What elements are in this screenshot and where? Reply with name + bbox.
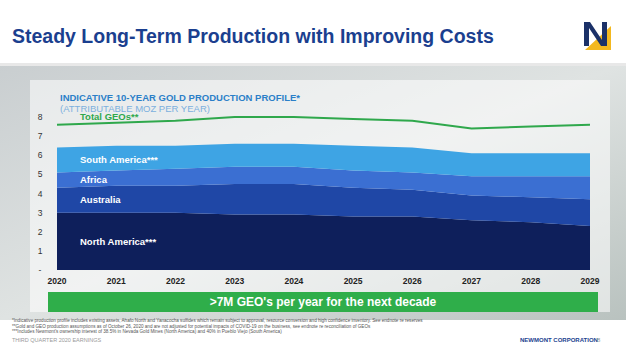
series-label: Africa bbox=[80, 174, 108, 185]
series-label: North America*** bbox=[80, 236, 157, 247]
area-segment bbox=[57, 144, 590, 177]
banner bbox=[48, 292, 598, 312]
band-edge bbox=[0, 63, 626, 66]
photo-overlay bbox=[30, 80, 610, 312]
y-tick-label: 5 bbox=[38, 169, 43, 179]
x-tick-label: 2026 bbox=[403, 276, 422, 286]
chart-title: INDICATIVE 10-YEAR GOLD PRODUCTION PROFI… bbox=[60, 92, 300, 103]
footnote: **Gold and GEO production assumptions as… bbox=[12, 324, 371, 329]
footnote: ***Includes Newmont's ownership interest… bbox=[12, 329, 282, 334]
y-tick-label: 3 bbox=[38, 208, 43, 218]
x-tick-label: 2029 bbox=[581, 276, 600, 286]
footer-left: THIRD QUARTER 2020 EARNINGS bbox=[12, 337, 101, 343]
y-tick-label: 1 bbox=[38, 246, 43, 256]
x-tick-label: 2024 bbox=[284, 276, 303, 286]
series-label: Australia bbox=[80, 194, 121, 205]
y-tick-label: - bbox=[39, 265, 42, 275]
x-tick-label: 2021 bbox=[107, 276, 126, 286]
photo-band bbox=[0, 63, 626, 320]
y-tick-label: 6 bbox=[38, 150, 43, 160]
series-label: South America*** bbox=[80, 154, 158, 165]
y-tick-label: 4 bbox=[38, 189, 43, 199]
x-tick-label: 2028 bbox=[521, 276, 540, 286]
background bbox=[0, 0, 626, 353]
x-tick-label: 2022 bbox=[166, 276, 185, 286]
slide-title: Steady Long-Term Production with Improvi… bbox=[12, 25, 494, 47]
logo bbox=[584, 22, 611, 50]
banner-text: >7M GEO's per year for the next decade bbox=[210, 295, 437, 309]
y-tick-label: 7 bbox=[38, 131, 43, 141]
x-tick-label: 2027 bbox=[462, 276, 481, 286]
slide: Steady Long-Term Production with Improvi… bbox=[0, 0, 626, 353]
x-tick-label: 2023 bbox=[225, 276, 244, 286]
footnote: *Indicative production profile includes … bbox=[12, 318, 423, 323]
plot-area bbox=[57, 117, 590, 270]
y-tick-label: 2 bbox=[38, 227, 43, 237]
x-tick-label: 2025 bbox=[344, 276, 363, 286]
page-number: 8 bbox=[597, 337, 601, 343]
series-label: Total GEOs** bbox=[80, 111, 139, 122]
logo-letter bbox=[584, 22, 607, 46]
x-tick-label: 2020 bbox=[48, 276, 67, 286]
footer-right: NEWMONT CORPORATION bbox=[520, 337, 598, 343]
y-tick-label: 8 bbox=[38, 112, 43, 122]
